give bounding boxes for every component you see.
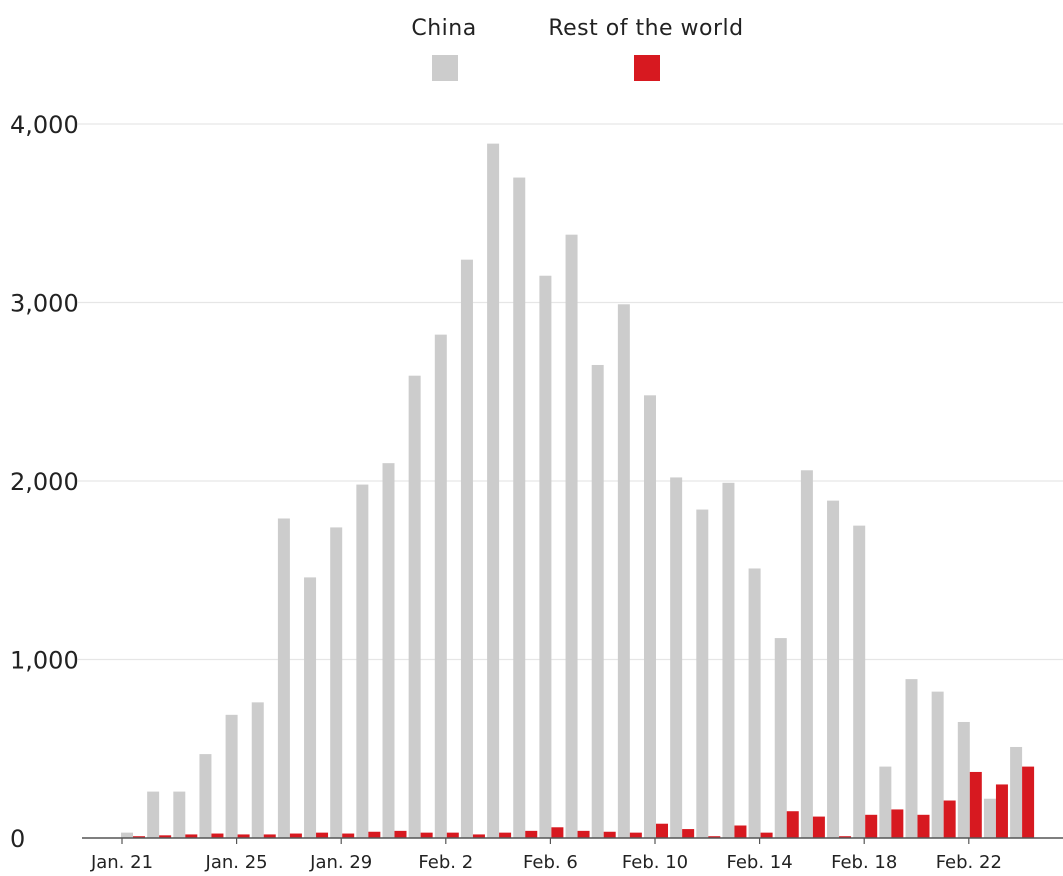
y-tick-label: 1,000 [10, 647, 79, 675]
bar-rest-of-world [1022, 766, 1035, 838]
bar-china [225, 714, 238, 838]
legend: China Rest of the world [411, 16, 743, 81]
bar-china [460, 259, 473, 838]
bar-china [121, 832, 133, 838]
bar-rest-of-world [995, 784, 1008, 838]
bar-rest-of-world [708, 836, 721, 838]
bar-china [356, 484, 369, 838]
bar-china [670, 477, 683, 838]
x-tick-label: Feb. 6 [523, 852, 578, 873]
bar-rest-of-world [734, 825, 747, 838]
bar-china [748, 568, 761, 838]
bar-rest-of-world [525, 830, 538, 838]
x-tick-label: Feb. 2 [418, 852, 473, 873]
bar-rest-of-world [629, 832, 642, 838]
legend-label-china: China [411, 16, 476, 41]
bar-rest-of-world [656, 823, 668, 838]
bar-china [696, 509, 709, 838]
legend-label-rest-of-world: Rest of the world [548, 16, 743, 41]
bar-china [434, 334, 447, 838]
bar-china [905, 679, 918, 838]
x-tick-label: Jan. 25 [205, 852, 268, 873]
bar-rest-of-world [551, 827, 564, 838]
bar-rest-of-world [289, 833, 302, 838]
bar-china [304, 577, 317, 838]
bar-china [591, 364, 604, 838]
bar-china [408, 375, 421, 838]
bar-rest-of-world [499, 832, 512, 838]
bar-china [722, 482, 735, 838]
bar-rest-of-world [891, 809, 904, 838]
bar-rest-of-world [133, 836, 145, 838]
y-tick-label: 3,000 [10, 290, 79, 318]
legend-swatch-rest-of-world [634, 55, 660, 81]
bar-china [774, 638, 787, 838]
bar-china [330, 527, 343, 838]
bar-china [251, 702, 264, 838]
bar-rest-of-world [342, 833, 355, 838]
bar-rest-of-world [420, 832, 433, 838]
x-tick-label: Jan. 21 [90, 852, 153, 873]
bar-china [853, 525, 866, 838]
x-tick-label: Feb. 10 [622, 852, 688, 873]
x-tick-label: Feb. 18 [831, 852, 897, 873]
bar-china [879, 766, 892, 838]
bar-china [800, 470, 813, 838]
bar-rest-of-world [682, 829, 695, 838]
legend-swatch-china [432, 55, 458, 81]
bar-rest-of-world [603, 831, 616, 838]
bar-rest-of-world [812, 816, 825, 838]
bar-rest-of-world [211, 833, 224, 838]
bar-china [827, 500, 840, 838]
bar-china [277, 518, 290, 838]
bar-rest-of-world [185, 834, 198, 838]
bar-china [1010, 746, 1023, 838]
bar-china [513, 177, 526, 839]
x-tick-label: Jan. 29 [309, 852, 372, 873]
bar-rest-of-world [316, 832, 329, 838]
bar-china [617, 304, 630, 838]
bar-rest-of-world [577, 830, 590, 838]
bar-china [983, 798, 996, 838]
x-tick-label: Feb. 22 [936, 852, 1002, 873]
bar-rest-of-world [472, 834, 485, 838]
bar-rest-of-world [263, 834, 276, 838]
bar-rest-of-world [943, 800, 956, 838]
bar-rest-of-world [446, 832, 459, 838]
bar-rest-of-world [969, 771, 982, 838]
bar-rest-of-world [394, 830, 407, 838]
bar-china [644, 395, 656, 838]
bar-china [382, 463, 395, 838]
bar-rest-of-world [839, 836, 852, 838]
bar-rest-of-world [786, 811, 799, 838]
bar-rest-of-world [237, 834, 250, 838]
x-tick-label: Feb. 14 [726, 852, 792, 873]
bar-china [565, 234, 578, 839]
bar-rest-of-world [368, 831, 381, 838]
bar-china [147, 791, 160, 838]
bar-rest-of-world [865, 814, 878, 838]
bar-rest-of-world [159, 835, 172, 838]
bar-rest-of-world [760, 832, 773, 838]
bar-china [173, 791, 186, 838]
bar-china [957, 721, 970, 838]
x-axis-ticks: Jan. 21 Jan. 25 Jan. 29 Feb. 2 Feb. 6 Feb. 10… [90, 838, 1002, 873]
y-tick-label: 0 [10, 825, 25, 853]
bar-rest-of-world [917, 814, 930, 838]
bar-china [199, 754, 212, 838]
y-tick-label: 2,000 [10, 468, 79, 496]
bar-china [539, 275, 552, 839]
bars [121, 143, 1035, 839]
bar-china [487, 143, 500, 838]
bar-china [931, 691, 944, 838]
y-tick-label: 4,000 [10, 111, 79, 139]
y-axis-ticks: 0 1,000 2,000 3,000 4,000 [10, 111, 79, 853]
